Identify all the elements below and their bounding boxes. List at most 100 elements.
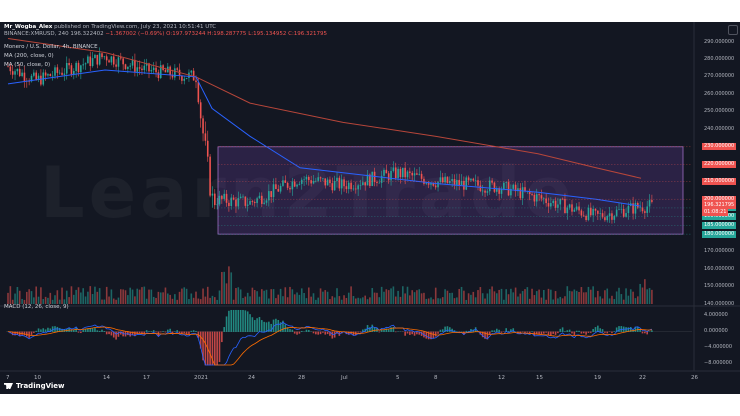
volume-bar	[326, 291, 329, 304]
volume-bar	[174, 294, 176, 304]
candle	[432, 182, 435, 186]
candle	[505, 182, 507, 183]
candle	[279, 185, 282, 192]
macd-histogram-bar	[545, 331, 547, 333]
macd-histogram-bar	[559, 328, 562, 332]
volume-bar	[380, 286, 383, 304]
macd-histogram-bar	[272, 319, 275, 332]
volume-bar	[300, 288, 303, 304]
volume-bar	[108, 296, 110, 304]
volume-bar	[155, 297, 157, 304]
candle	[622, 208, 625, 217]
candle	[322, 178, 324, 179]
macd-histogram-bar	[590, 331, 592, 333]
volume-bar	[644, 279, 646, 304]
volume-bar	[61, 287, 63, 304]
candle	[315, 180, 317, 182]
volume-bar	[70, 286, 73, 304]
macd-histogram-bar	[394, 331, 397, 333]
macd-histogram-bar	[98, 330, 101, 332]
candle	[253, 202, 256, 204]
candle	[535, 194, 538, 202]
candle	[150, 70, 153, 72]
macd-histogram-bar	[253, 320, 256, 332]
chart-canvas[interactable]	[0, 22, 740, 394]
macd-histogram-bar	[94, 327, 96, 332]
volume-bar	[80, 292, 82, 304]
volume-bar	[136, 288, 139, 304]
macd-histogram-bar	[258, 317, 261, 332]
macd-histogram-bar	[646, 331, 648, 335]
candle	[369, 174, 371, 186]
candle	[540, 195, 543, 199]
macd-histogram-bar	[263, 321, 265, 332]
volume-bar	[310, 296, 312, 304]
macd-histogram-bar	[488, 331, 491, 335]
volume-bar	[211, 295, 214, 304]
macd-histogram-bar	[244, 310, 247, 332]
volume-bar	[383, 291, 385, 304]
macd-histogram-bar	[298, 331, 301, 334]
volume-bar	[49, 292, 52, 304]
candle	[592, 208, 594, 216]
candle	[296, 184, 298, 187]
volume-bar	[324, 290, 327, 304]
candle	[500, 189, 503, 194]
candle	[604, 217, 606, 221]
volume-bar	[228, 266, 230, 304]
ohlc-line: BINANCE:XMRUSD, 240 196.322402 −1.367002…	[4, 31, 327, 38]
volume-bar	[28, 289, 30, 304]
candle	[155, 67, 157, 73]
macd-histogram-bar	[439, 329, 442, 332]
volume-bar	[620, 294, 623, 304]
publisher-name[interactable]: Mr_Wogba_Alex	[4, 24, 53, 30]
volume-bar	[289, 286, 291, 304]
volume-bar	[26, 291, 28, 304]
macd-histogram-bar	[500, 331, 503, 333]
macd-histogram-bar	[261, 320, 263, 332]
macd-histogram-bar	[416, 331, 418, 335]
volume-bar	[246, 292, 249, 304]
volume-bar	[493, 291, 496, 304]
candle	[35, 72, 37, 80]
candle	[597, 210, 599, 214]
macd-histogram-bar	[251, 317, 254, 332]
macd-histogram-bar	[293, 331, 296, 334]
signal-line	[7, 326, 652, 366]
volume-bar	[632, 291, 634, 304]
macd-histogram-bar	[108, 331, 110, 335]
macd-histogram-bar	[239, 309, 242, 332]
candle	[639, 207, 641, 209]
level-tag: 185.000000	[702, 221, 737, 229]
volume-bar	[14, 293, 16, 304]
candle	[303, 179, 305, 181]
volume-bar	[347, 292, 350, 304]
volume-bar	[491, 286, 493, 304]
macd-histogram-bar	[561, 327, 564, 332]
macd-histogram-bar	[40, 329, 42, 332]
candle	[209, 156, 211, 196]
volume-bar	[416, 290, 418, 304]
candle	[258, 195, 261, 199]
ma200-legend[interactable]: MA (200, close, 0)	[4, 53, 54, 59]
macd-histogram-bar	[164, 331, 167, 333]
volume-bar	[571, 291, 573, 304]
volume-bar	[82, 288, 84, 304]
volume-bar	[127, 295, 129, 304]
volume-bar	[510, 288, 512, 304]
macd-histogram-bar	[432, 331, 435, 339]
price-tick-label: 170.000000	[704, 248, 735, 255]
macd-legend[interactable]: MACD (12, 26, close, 9)	[4, 304, 69, 310]
macd-histogram-bar	[279, 322, 282, 332]
ma50-legend[interactable]: MA (50, close, 0)	[4, 62, 51, 68]
macd-histogram-bar	[651, 330, 653, 332]
volume-bar	[449, 293, 451, 304]
macd-histogram-bar	[232, 309, 235, 332]
volume-bar	[317, 297, 319, 304]
candle	[582, 215, 585, 217]
candle	[507, 182, 510, 196]
settings-icon[interactable]	[728, 25, 738, 35]
volume-bar	[286, 297, 289, 304]
volume-bar	[627, 295, 630, 304]
volume-bar	[103, 299, 106, 304]
